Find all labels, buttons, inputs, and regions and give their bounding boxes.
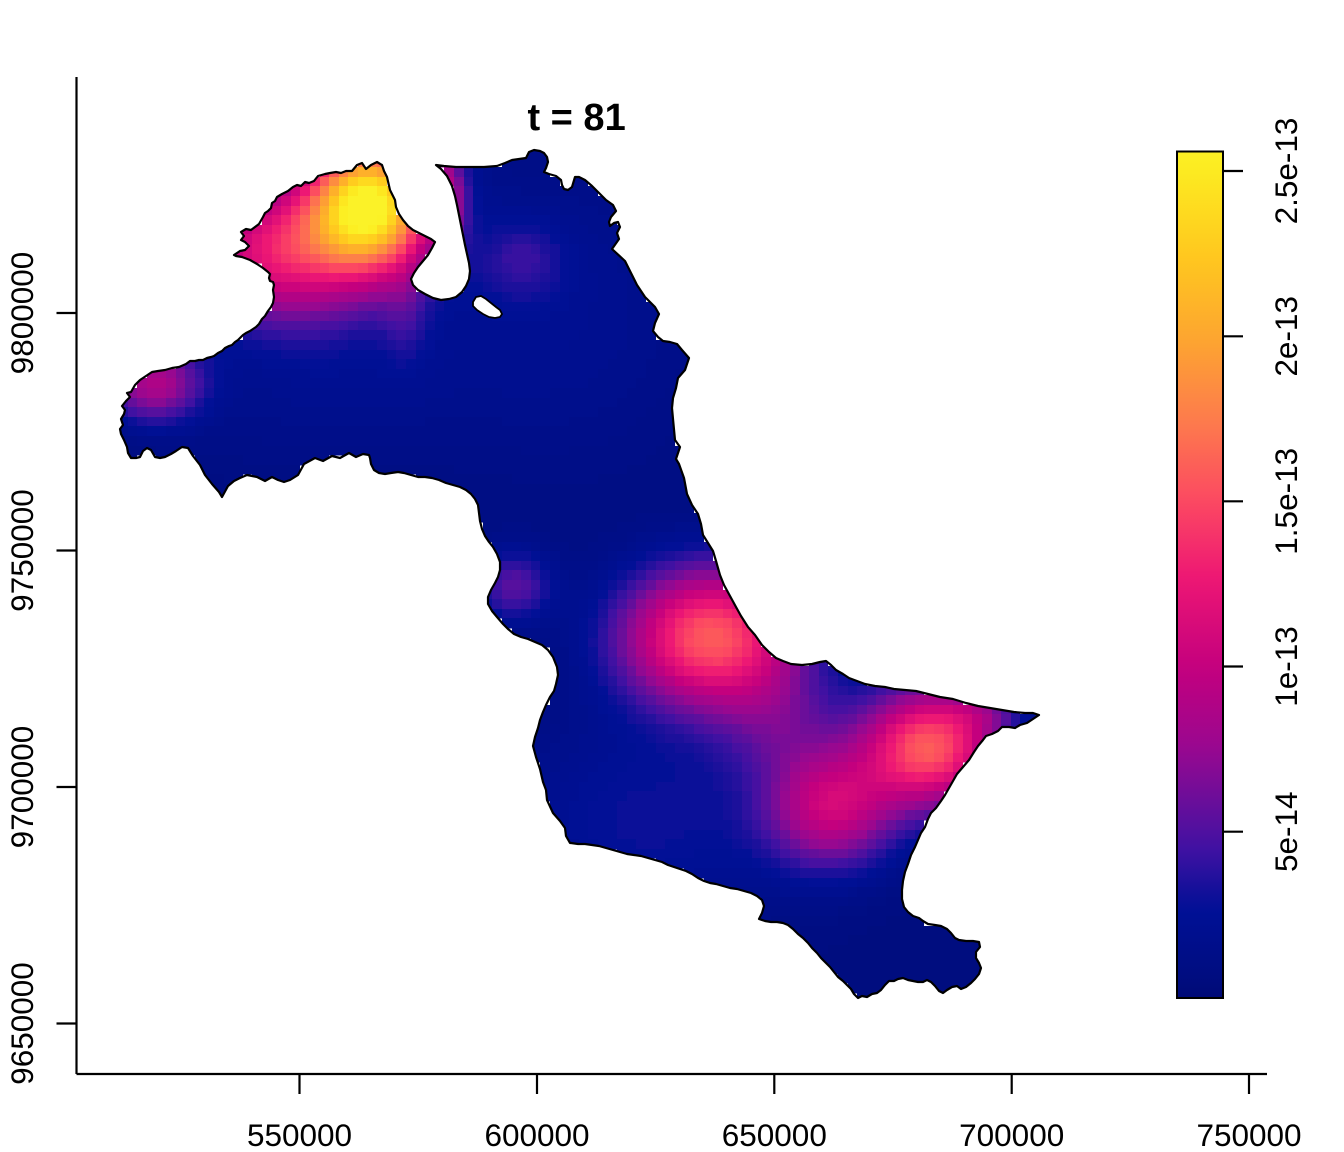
svg-text:2.5e-13: 2.5e-13 <box>1268 118 1304 225</box>
svg-text:1e-13: 1e-13 <box>1268 626 1304 707</box>
svg-text:1.5e-13: 1.5e-13 <box>1268 448 1304 555</box>
svg-text:550000: 550000 <box>247 1117 352 1152</box>
svg-text:2e-13: 2e-13 <box>1268 296 1304 377</box>
svg-text:5e-14: 5e-14 <box>1268 791 1304 872</box>
svg-text:750000: 750000 <box>1196 1117 1301 1152</box>
svg-text:700000: 700000 <box>959 1117 1064 1152</box>
svg-text:9750000: 9750000 <box>4 489 40 612</box>
svg-text:9650000: 9650000 <box>4 962 40 1085</box>
svg-text:t = 81: t = 81 <box>527 97 625 139</box>
svg-text:600000: 600000 <box>484 1117 589 1152</box>
svg-text:650000: 650000 <box>722 1117 827 1152</box>
svg-text:9700000: 9700000 <box>4 726 40 849</box>
svg-text:9800000: 9800000 <box>4 252 40 375</box>
